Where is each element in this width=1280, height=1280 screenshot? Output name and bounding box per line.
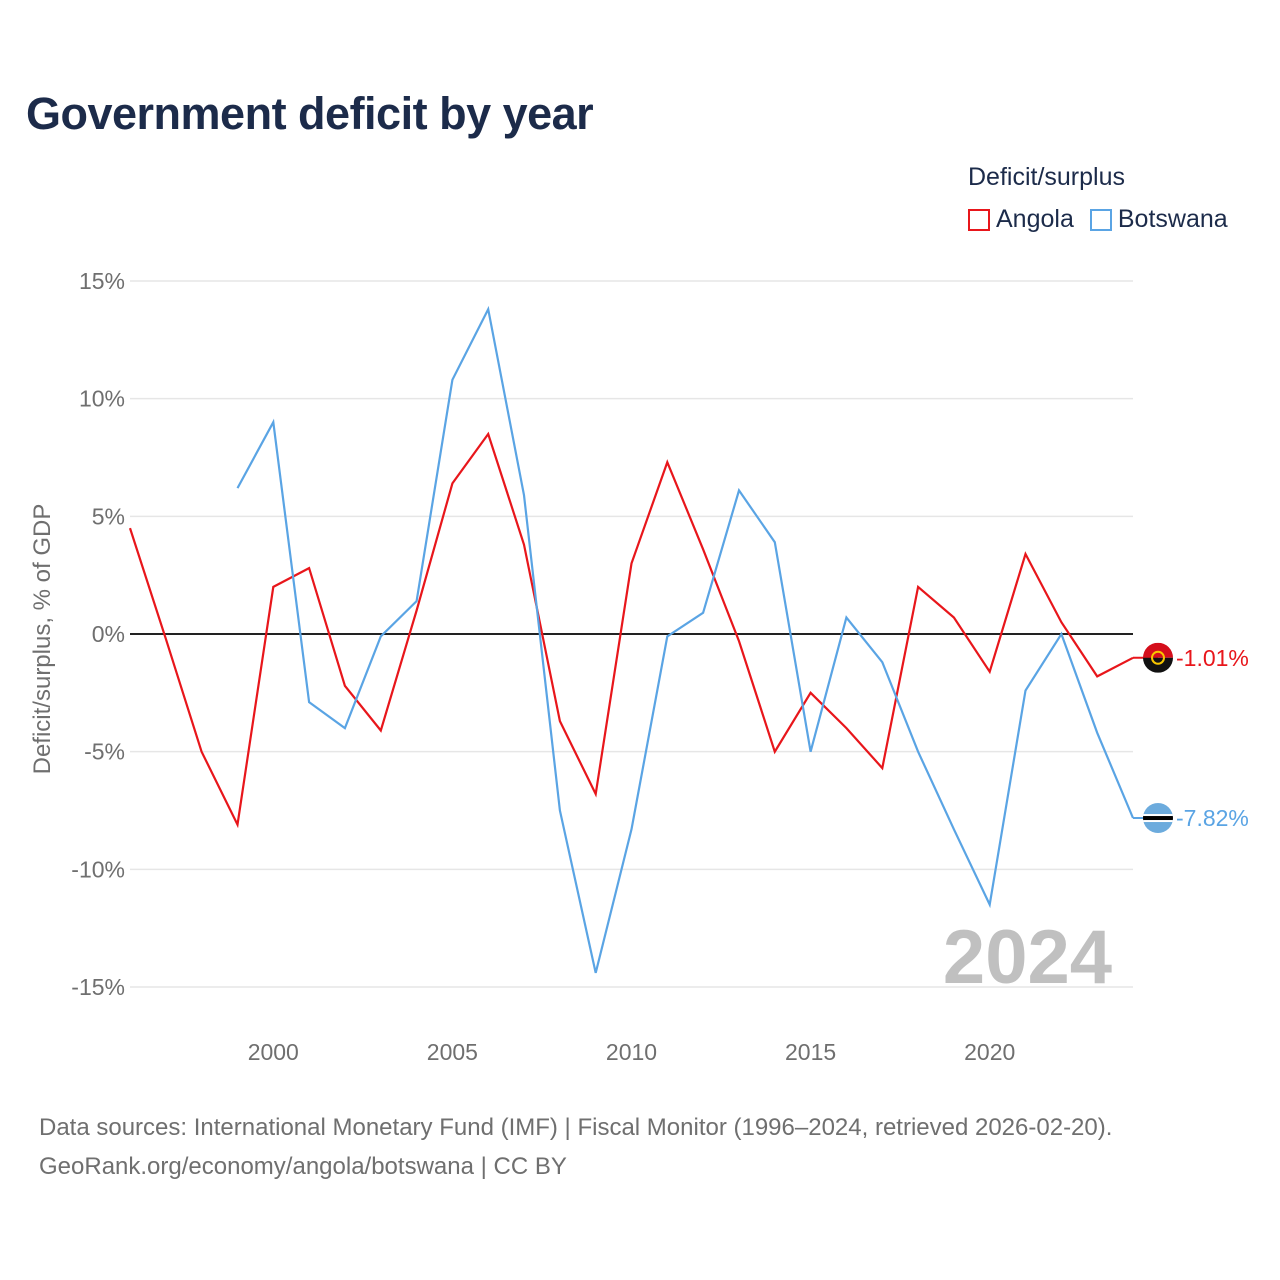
legend-swatch-botswana <box>1089 208 1112 231</box>
y-tick-label: -5% <box>84 739 125 765</box>
botswana-flag-icon <box>1143 803 1173 834</box>
y-tick-label: 5% <box>92 503 125 529</box>
series-line-angola <box>128 431 1134 829</box>
x-tick-label: 2005 <box>427 1039 478 1065</box>
chart-title: Government deficit by year <box>26 88 594 139</box>
year-watermark: 2024 <box>943 915 1112 1000</box>
x-tick-label: 2015 <box>785 1039 836 1065</box>
series-line-botswana <box>236 305 1135 974</box>
botswana-end-value-label: -7.82% <box>1176 805 1249 831</box>
angola-flag-icon <box>1143 642 1173 673</box>
y-tick-label: -10% <box>71 856 125 882</box>
x-tick-label: 2000 <box>248 1039 299 1065</box>
license-text: GeoRank.org/economy/angola/botswana | CC… <box>39 1153 567 1180</box>
y-tick-label: 10% <box>79 386 125 412</box>
angola-end-value-label: -1.01% <box>1176 645 1249 671</box>
legend-swatch-angola <box>968 208 990 231</box>
legend-item-botswana[interactable]: Botswana <box>1089 205 1228 234</box>
footer: Data sources: International Monetary Fun… <box>39 1108 1112 1186</box>
data-sources-text: Data sources: International Monetary Fun… <box>39 1114 1113 1141</box>
y-tick-label: 0% <box>92 621 125 647</box>
legend-title: Deficit/surplus <box>968 163 1125 191</box>
y-tick-label: -15% <box>71 974 125 1000</box>
y-tick-label: 15% <box>79 268 125 294</box>
legend-label-angola: Angola <box>996 205 1074 233</box>
line-chart: 15% 10% 5% 0% -5% -10% -15% 2000 2005 2010 2015 202… <box>29 268 1249 1065</box>
legend-label-botswana: Botswana <box>1117 205 1228 233</box>
legend-item-angola[interactable]: Angola <box>968 205 1074 234</box>
x-tick-label: 2010 <box>606 1039 657 1065</box>
legend: Angola Botswana <box>968 205 1244 234</box>
x-tick-label: 2020 <box>964 1039 1015 1065</box>
y-axis-label: Deficit/surplus, % of GDP <box>29 504 56 775</box>
